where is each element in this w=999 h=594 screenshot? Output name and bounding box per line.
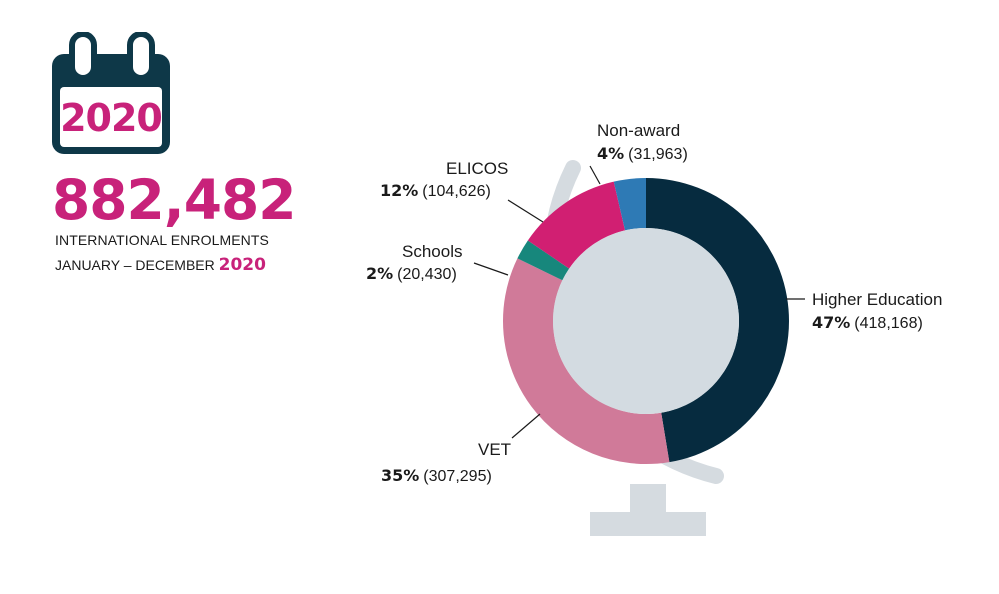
segment-non-award (613, 178, 646, 231)
segment-name: Higher Education (812, 290, 942, 309)
segment-value: 12% (104,626) (380, 181, 491, 200)
segment-name: Non-award (597, 121, 680, 140)
segment-vet (503, 258, 670, 465)
segment-value: 4% (31,963) (597, 144, 688, 163)
leader-lines (473, 165, 805, 439)
segment-higher-education (646, 178, 789, 463)
leader-line-vet (511, 413, 541, 439)
label-elicos: ELICOS 12% (104,626) (380, 159, 508, 200)
globe-center (553, 228, 739, 414)
leader-line-schools (473, 262, 509, 276)
segment-value: 35% (307,295) (381, 466, 492, 485)
calendar-year: 2020 (60, 96, 163, 140)
date-range: JANUARY – DECEMBER (55, 257, 215, 273)
donut-segments (503, 178, 789, 465)
globe-stand (590, 484, 706, 536)
segment-name: VET (478, 440, 511, 459)
label-vet: VET 35% (307,295) (381, 440, 511, 485)
total-enrolments: 882,482 (52, 168, 297, 232)
subtitle-year: 2020 (218, 255, 266, 275)
segment-name: Schools (402, 242, 462, 261)
segment-value: 2% (20,430) (366, 264, 457, 283)
segment-elicos (527, 181, 626, 269)
segment-schools (517, 240, 570, 281)
label-schools: Schools 2% (20,430) (366, 242, 462, 283)
label-non-award: Non-award 4% (31,963) (597, 121, 688, 163)
calendar-icon (52, 32, 170, 154)
segment-name: ELICOS (446, 159, 508, 178)
subtitle-line-1: INTERNATIONAL ENROLMENTS (55, 232, 269, 248)
label-higher-education: Higher Education 47% (418,168) (812, 290, 942, 332)
segment-value: 47% (418,168) (812, 313, 923, 332)
leader-line-non-award (589, 165, 601, 185)
leader-line-elicos (507, 199, 544, 223)
subtitle-line-2: JANUARY – DECEMBER 2020 (55, 255, 266, 275)
